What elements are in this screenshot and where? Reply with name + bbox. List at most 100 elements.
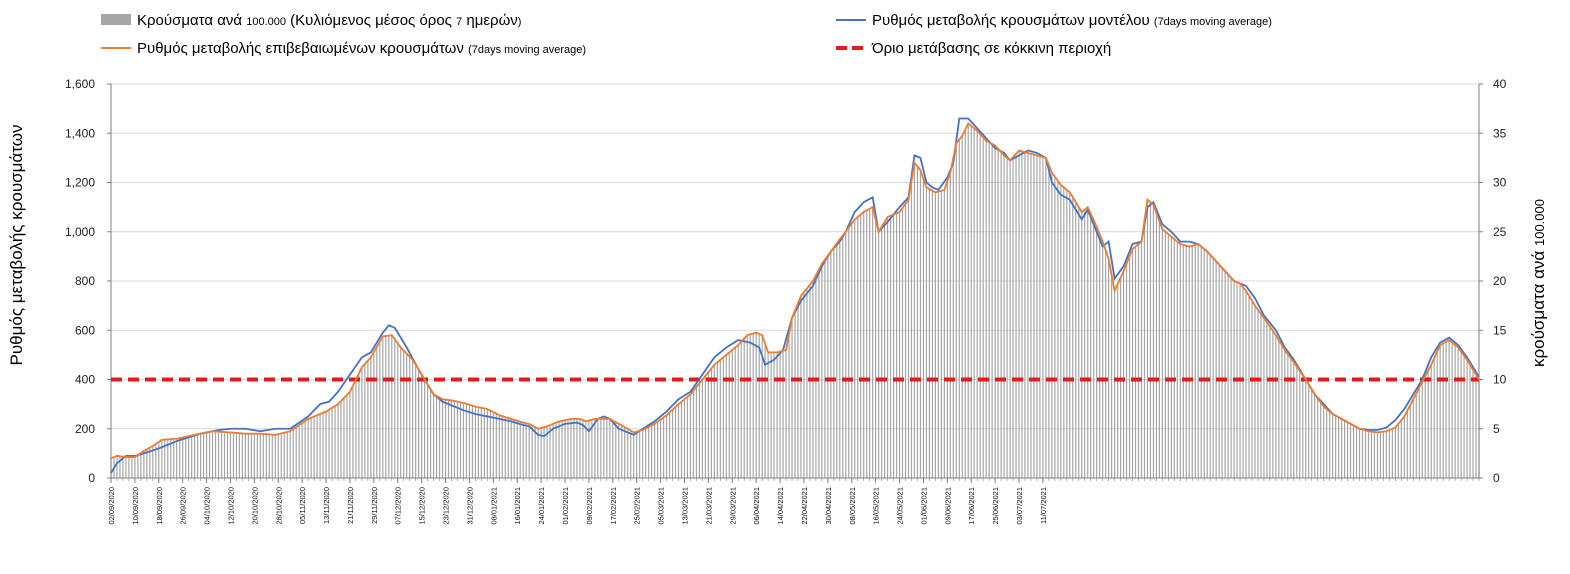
bar	[301, 423, 303, 478]
bar	[1281, 345, 1283, 478]
bar	[1269, 326, 1271, 478]
x-tick-label: 13/03/2021	[680, 487, 689, 525]
bar	[1036, 155, 1038, 478]
bar	[1260, 313, 1262, 478]
x-tick-label: 17/06/2021	[967, 487, 976, 525]
bar	[256, 433, 258, 478]
bar	[824, 259, 826, 478]
bar	[1125, 263, 1128, 478]
bar	[674, 406, 677, 478]
y-tick-label: 400	[75, 373, 95, 387]
bar	[731, 349, 733, 478]
bar	[627, 428, 629, 478]
bar	[752, 333, 754, 478]
bar	[555, 422, 557, 478]
bar	[719, 359, 721, 478]
y-tick-label: 1,600	[65, 77, 95, 91]
bar	[797, 303, 799, 478]
y-axis-right-ticks: 0 5 10 15 20 25 30 35 40	[1479, 77, 1507, 485]
bar	[1320, 402, 1322, 478]
x-tick-label: 16/05/2021	[872, 487, 881, 525]
bar	[1000, 152, 1002, 478]
bar	[716, 362, 718, 478]
bar	[884, 221, 886, 478]
bar	[815, 275, 817, 478]
bar	[872, 207, 874, 479]
bar	[185, 436, 187, 478]
x-tick-label: 02/09/2020	[107, 487, 116, 525]
bar	[1272, 330, 1274, 478]
bar	[1299, 370, 1301, 478]
bar	[878, 231, 880, 478]
bar	[609, 418, 611, 478]
bar	[785, 349, 787, 478]
bar	[289, 431, 291, 478]
bar	[985, 140, 987, 478]
bar	[839, 239, 841, 478]
x-tick-label: 09/06/2021	[943, 487, 952, 525]
bar	[1335, 415, 1337, 478]
bar	[1376, 432, 1379, 478]
bar	[889, 215, 892, 479]
y-tick-label: 1,400	[65, 126, 95, 140]
bar	[579, 418, 581, 478]
bar	[1099, 234, 1101, 478]
bar	[952, 157, 954, 479]
bar	[594, 418, 596, 478]
bar	[1140, 241, 1143, 478]
bar	[188, 436, 190, 478]
bar	[928, 189, 931, 478]
bar	[170, 439, 172, 478]
bar	[495, 413, 497, 478]
bar	[238, 433, 241, 478]
bar	[600, 418, 602, 478]
bar	[349, 391, 351, 478]
bar	[701, 379, 704, 478]
y-right-tick-label: 20	[1493, 274, 1507, 288]
bar	[313, 416, 315, 478]
bar	[158, 441, 160, 478]
bar	[997, 148, 999, 478]
bar	[394, 339, 396, 478]
x-tick-label: 01/06/2021	[919, 487, 928, 525]
bar	[1332, 413, 1334, 478]
bar	[486, 409, 488, 478]
bar	[319, 413, 321, 478]
x-tick-label: 08/01/2021	[489, 487, 498, 525]
bar	[1215, 261, 1217, 478]
bar	[740, 341, 742, 478]
bar	[1385, 431, 1388, 478]
bar	[895, 213, 898, 478]
bar	[1352, 425, 1355, 478]
bar	[689, 394, 692, 478]
bar	[1170, 236, 1172, 478]
bar	[430, 389, 432, 478]
bar	[1200, 246, 1202, 478]
bar	[866, 210, 868, 478]
bar	[277, 434, 279, 478]
bar	[630, 430, 632, 478]
bar	[1033, 154, 1035, 478]
bar	[695, 386, 698, 478]
bar	[241, 433, 244, 478]
bar	[292, 429, 294, 478]
bar	[409, 356, 411, 478]
bar	[400, 347, 402, 478]
bar	[1421, 381, 1423, 478]
bar	[1105, 250, 1107, 478]
bar	[1057, 180, 1059, 479]
bar	[973, 128, 975, 478]
bar	[250, 433, 252, 478]
y-right-tick-label: 5	[1493, 422, 1500, 436]
bar	[1415, 393, 1417, 478]
bar	[1111, 274, 1113, 478]
bar	[749, 334, 751, 478]
bar	[226, 432, 229, 478]
bar	[1343, 420, 1346, 478]
x-tick-label: 05/03/2021	[657, 487, 666, 525]
bar	[217, 431, 220, 478]
bar	[406, 353, 408, 478]
bar	[827, 255, 829, 478]
bar	[477, 407, 479, 478]
bar	[988, 142, 990, 478]
